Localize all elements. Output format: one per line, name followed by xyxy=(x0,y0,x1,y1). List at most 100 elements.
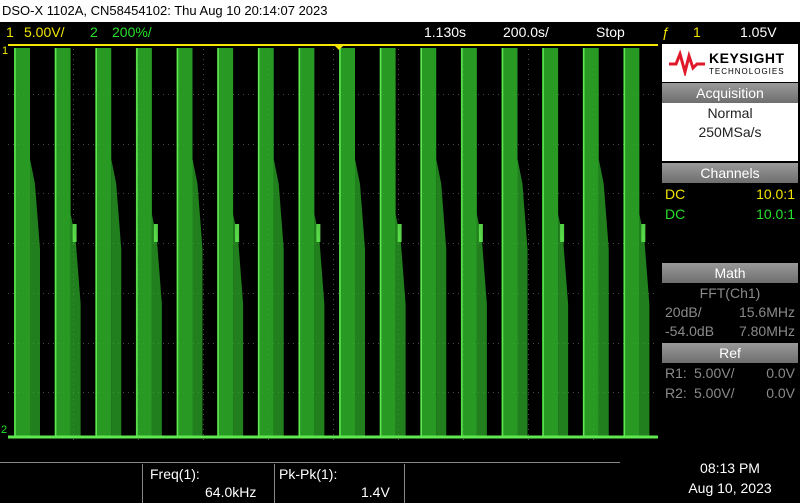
math-header[interactable]: Math xyxy=(662,263,798,283)
waveform-pulse xyxy=(298,48,315,438)
waveform-ringing xyxy=(355,159,365,438)
waveform-ringing xyxy=(30,159,40,438)
ref-section: R1: 5.00V/ 0.0V R2: 5.00V/ 0.0V xyxy=(662,363,798,442)
acquisition-rate: 250MSa/s xyxy=(698,124,762,140)
ch2-scale[interactable]: 200%/ xyxy=(112,24,152,40)
r1-scale: 5.00V/ xyxy=(694,365,735,381)
freq-value: 64.0kHz xyxy=(205,484,257,500)
ref-r1-row: R1: 5.00V/ 0.0V xyxy=(662,364,798,382)
pkpk-label[interactable]: Pk-Pk(1): xyxy=(279,466,337,482)
ch1-probe: 10.0:1 xyxy=(756,186,795,202)
ref-r2-row: R2: 5.00V/ 0.0V xyxy=(662,384,798,402)
waveform-pulse xyxy=(420,48,437,438)
waveform-pulse xyxy=(135,48,152,438)
clock-time: 08:13 PM xyxy=(700,460,760,476)
side-panel: KEYSIGHT TECHNOLOGIES Acquisition Normal… xyxy=(660,44,800,442)
clock-date: Aug 10, 2023 xyxy=(688,480,772,496)
waveform-ringing xyxy=(70,214,81,438)
waveform-ringing xyxy=(517,159,528,438)
trigger-level[interactable]: 1.05V xyxy=(740,24,777,40)
channel-1-row: DC 10.0:1 xyxy=(662,185,798,203)
waveform-ringing xyxy=(476,214,487,438)
waveform-ringing xyxy=(639,214,650,438)
channels-section: DC 10.0:1 DC 10.0:1 xyxy=(662,183,798,263)
r2-scale: 5.00V/ xyxy=(694,385,735,401)
keysight-wave-icon xyxy=(669,50,705,76)
waveform-pulse xyxy=(501,48,518,438)
waveform-glitch xyxy=(397,224,402,242)
channels-header[interactable]: Channels xyxy=(662,163,798,183)
time-delay[interactable]: 1.130s xyxy=(424,24,467,40)
logo-brand: KEYSIGHT xyxy=(709,50,785,66)
pkpk-value: 1.4V xyxy=(361,484,390,500)
waveform-canvas xyxy=(8,44,658,442)
waveform-pulse xyxy=(460,48,477,438)
math-row-2: -54.0dB 7.80MHz xyxy=(662,322,798,340)
pkpk-label-text: Pk-Pk(1): xyxy=(279,466,338,482)
math-section: FFT(Ch1) 20dB/ 15.6MHz -54.0dB 7.80MHz xyxy=(662,283,798,343)
waveform-ringing xyxy=(233,214,244,438)
waveform-glitch xyxy=(641,224,646,242)
ch1-coupling: DC xyxy=(665,186,686,202)
ch2-number[interactable]: 2 xyxy=(90,24,98,40)
acquisition-section: Normal 250MSa/s xyxy=(662,103,798,161)
time-scale[interactable]: 200.0s/ xyxy=(503,24,549,40)
waveform-ringing xyxy=(598,159,609,438)
waveform-pulse xyxy=(14,48,30,438)
run-state[interactable]: Stop xyxy=(596,24,625,40)
math-center: 7.80MHz xyxy=(738,323,795,339)
ch2-ground-marker[interactable]: 2 xyxy=(1,424,8,436)
freq-label-text: Freq(1): xyxy=(150,466,200,482)
measurement-separator xyxy=(404,464,405,503)
trigger-rising-edge-icon: ƒ xyxy=(662,24,670,40)
waveform-glitch xyxy=(153,224,158,242)
window-title: DSO-X 1102A, CN58454102: Thu Aug 10 20:1… xyxy=(0,0,800,22)
waveform-pulse xyxy=(217,48,234,438)
waveform-pulse xyxy=(95,48,112,438)
ch1-scale[interactable]: 5.00V/ xyxy=(24,24,65,40)
ch2-coupling: DC xyxy=(665,206,686,222)
waveform-glitch xyxy=(478,224,483,242)
waveform-ringing xyxy=(436,159,447,438)
waveform-ringing xyxy=(558,214,569,438)
waveform-ringing xyxy=(395,214,406,438)
waveform-pulse xyxy=(257,48,274,438)
trigger-position-marker xyxy=(333,44,345,50)
waveform-ringing xyxy=(151,214,162,438)
keysight-logo: KEYSIGHT TECHNOLOGIES xyxy=(662,44,798,82)
waveform-pulse xyxy=(582,48,599,438)
waveform-ringing xyxy=(273,159,284,438)
math-function: FFT(Ch1) xyxy=(699,285,761,301)
status-bar: 1 5.00V/ 2 200%/ 1.130s 200.0s/ Stop ƒ 1… xyxy=(0,22,800,42)
measurement-divider xyxy=(0,462,620,463)
r1-offset: 0.0V xyxy=(766,365,795,381)
ch1-ground-marker[interactable]: 1 xyxy=(2,45,9,57)
waveform-pulse xyxy=(176,48,193,438)
waveform-pulse xyxy=(542,48,559,438)
waveform-ringing xyxy=(192,159,203,438)
waveform-pulse xyxy=(54,48,71,438)
acquisition-mode: Normal xyxy=(707,105,753,121)
math-span: 15.6MHz xyxy=(738,304,795,320)
waveform-glitch xyxy=(316,224,321,242)
r2-offset: 0.0V xyxy=(766,385,795,401)
ch2-probe: 10.0:1 xyxy=(756,206,795,222)
math-row-1: 20dB/ 15.6MHz xyxy=(662,303,798,321)
waveform-display[interactable] xyxy=(8,44,658,442)
waveform-pulse xyxy=(379,48,396,438)
freq-label[interactable]: Freq(1): xyxy=(150,466,200,482)
waveform-glitch xyxy=(235,224,240,242)
ref-header[interactable]: Ref xyxy=(662,343,798,363)
logo-subtitle: TECHNOLOGIES xyxy=(709,67,785,76)
waveform-pulse xyxy=(623,48,640,438)
measurement-separator xyxy=(274,464,275,503)
waveform-glitch xyxy=(72,224,77,242)
channel-2-row: DC 10.0:1 xyxy=(662,205,798,223)
ch1-number[interactable]: 1 xyxy=(6,24,14,40)
waveform-pulse xyxy=(339,48,355,438)
waveform-ringing xyxy=(314,214,325,438)
r1-label: R1: xyxy=(665,365,687,381)
acquisition-header[interactable]: Acquisition xyxy=(662,83,798,103)
trigger-channel[interactable]: 1 xyxy=(693,24,701,40)
math-db-offset: -54.0dB xyxy=(665,323,715,339)
